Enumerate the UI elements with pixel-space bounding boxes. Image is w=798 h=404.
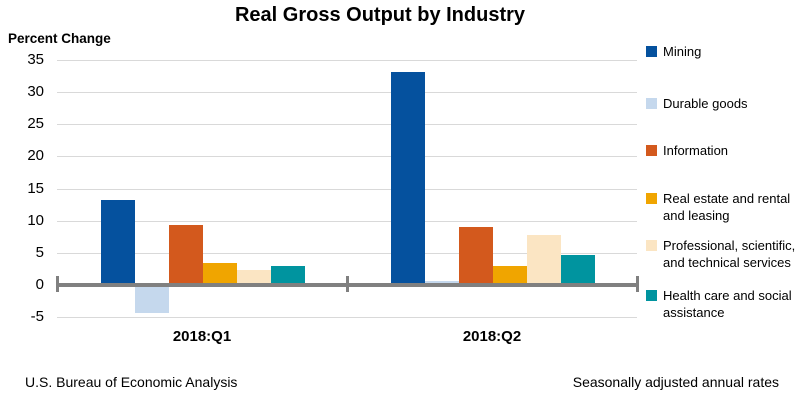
gridline-20 bbox=[57, 156, 637, 157]
legend-swatch-durable-goods bbox=[646, 98, 657, 109]
legend-item-real-estate-and-rental-and-leasing: Real estate and rental and leasing bbox=[646, 190, 790, 224]
legend-item-mining: Mining bbox=[646, 43, 701, 60]
gridline--5 bbox=[57, 317, 637, 318]
y-axis-title: Percent Change bbox=[8, 31, 111, 46]
gridline-15 bbox=[57, 189, 637, 190]
x-category-label-2018-q1: 2018:Q1 bbox=[172, 328, 232, 345]
y-tick-label-5: 5 bbox=[35, 244, 44, 261]
bar-professional-scientific-and-technical-services-2018-q2 bbox=[527, 234, 561, 285]
legend-label-information: Information bbox=[663, 142, 728, 159]
bar-mining-2018-q2 bbox=[391, 71, 425, 285]
legend-label-line: Real estate and rental bbox=[663, 191, 791, 206]
y-tick-label-0: 0 bbox=[35, 276, 44, 293]
bar-mining-2018-q1 bbox=[101, 200, 135, 285]
legend-swatch-information bbox=[646, 145, 657, 156]
x-axis-tick-0 bbox=[55, 276, 59, 292]
source-note: U.S. Bureau of Economic Analysis bbox=[25, 374, 238, 390]
bar-health-care-and-social-assistance-2018-q2 bbox=[561, 255, 595, 285]
y-tick-label-35: 35 bbox=[27, 51, 44, 68]
legend-swatch-real-estate-and-rental-and-leasing bbox=[646, 193, 657, 204]
gridline-10 bbox=[57, 221, 637, 222]
legend-label-durable-goods: Durable goods bbox=[663, 95, 748, 112]
gridline-25 bbox=[57, 124, 637, 125]
legend-label-line: and leasing bbox=[663, 208, 730, 223]
y-tick-label-15: 15 bbox=[27, 180, 44, 197]
gridline-30 bbox=[57, 92, 637, 93]
legend-label-health-care-and-social-assistance: Health care and social assistance bbox=[663, 287, 792, 321]
y-tick-label-30: 30 bbox=[27, 83, 44, 100]
bar-real-estate-and-rental-and-leasing-2018-q2 bbox=[493, 266, 527, 285]
bar-durable-goods-2018-q1 bbox=[135, 285, 169, 314]
x-axis-tick-2 bbox=[635, 276, 639, 292]
y-tick-label-25: 25 bbox=[27, 115, 44, 132]
y-tick-label--5: -5 bbox=[30, 308, 44, 325]
legend-swatch-professional-scientific-and-technical-services bbox=[646, 240, 657, 251]
legend-label-mining: Mining bbox=[663, 43, 701, 60]
legend-item-health-care-and-social-assistance: Health care and social assistance bbox=[646, 287, 792, 321]
legend-label-line: and technical services bbox=[663, 255, 791, 270]
chart-title: Real Gross Output by Industry bbox=[234, 4, 526, 26]
bar-information-2018-q2 bbox=[459, 227, 493, 285]
legend-label-real-estate-and-rental-and-leasing: Real estate and rental and leasing bbox=[663, 190, 790, 224]
legend-item-durable-goods: Durable goods bbox=[646, 95, 748, 112]
y-tick-label-10: 10 bbox=[27, 212, 44, 229]
bar-health-care-and-social-assistance-2018-q1 bbox=[271, 266, 305, 285]
legend-label-line: assistance bbox=[663, 305, 725, 320]
legend-label-line: Mining bbox=[663, 44, 702, 59]
x-category-label-2018-q2: 2018:Q2 bbox=[462, 328, 522, 345]
legend-swatch-health-care-and-social-assistance bbox=[646, 290, 657, 301]
legend-label-line: Durable goods bbox=[663, 96, 748, 111]
legend-label-professional-scientific-and-technical-services: Professional, scientific, and technical s… bbox=[663, 237, 795, 271]
legend-item-information: Information bbox=[646, 142, 728, 159]
legend-swatch-mining bbox=[646, 46, 657, 57]
adjustment-note: Seasonally adjusted annual rates bbox=[572, 374, 779, 390]
x-axis-tick-1 bbox=[345, 276, 349, 292]
bar-information-2018-q1 bbox=[169, 225, 203, 285]
bar-real-estate-and-rental-and-leasing-2018-q1 bbox=[203, 262, 237, 285]
gridline-5 bbox=[57, 253, 637, 254]
legend-label-line: Health care and social bbox=[663, 288, 792, 303]
legend-item-professional-scientific-and-technical-services: Professional, scientific, and technical s… bbox=[646, 237, 795, 271]
legend: Mining Durable goods Information Real estat… bbox=[646, 0, 798, 404]
bar-professional-scientific-and-technical-services-2018-q1 bbox=[237, 269, 271, 285]
gridline-35 bbox=[57, 60, 637, 61]
legend-label-line: Professional, scientific, bbox=[663, 238, 796, 253]
y-tick-label-20: 20 bbox=[27, 147, 44, 164]
legend-label-line: Information bbox=[663, 143, 729, 158]
